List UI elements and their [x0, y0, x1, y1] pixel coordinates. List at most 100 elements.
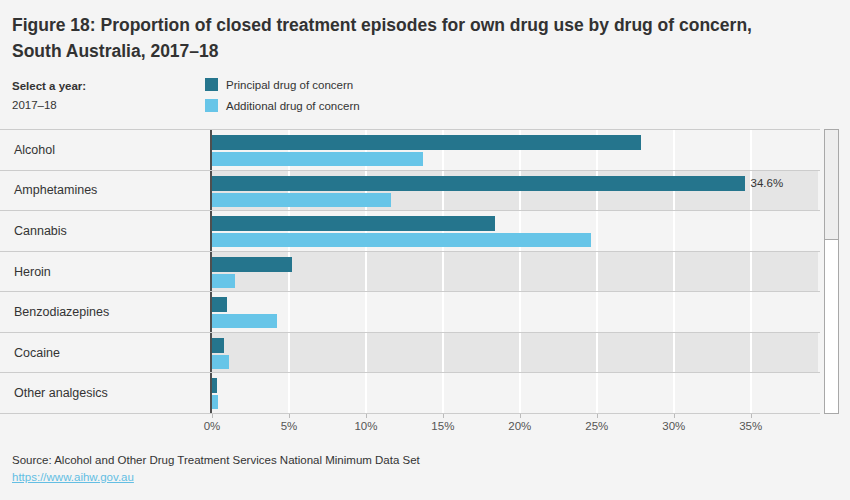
- x-tick-label: 10%: [354, 420, 377, 432]
- gridline: [519, 292, 521, 332]
- gridline: [442, 333, 444, 373]
- plot-band: [210, 333, 818, 373]
- bar-principal-benzodiazepines[interactable]: [212, 297, 227, 312]
- gridline: [750, 211, 752, 251]
- gridline: [750, 333, 752, 373]
- bar-principal-cannabis[interactable]: [212, 216, 495, 231]
- gridline: [365, 292, 367, 332]
- chart-row: Amphetamines34.6%: [0, 170, 820, 211]
- x-tick-mark: [443, 414, 444, 418]
- gridline: [442, 252, 444, 292]
- gridline: [365, 252, 367, 292]
- x-tick-mark: [674, 414, 675, 418]
- x-tick-label: 0%: [204, 420, 221, 432]
- category-label: Amphetamines: [0, 171, 210, 211]
- gridline: [750, 252, 752, 292]
- gridline: [750, 373, 752, 413]
- x-tick-label: 30%: [662, 420, 685, 432]
- gridline: [288, 292, 290, 332]
- legend-label: Principal drug of concern: [226, 79, 353, 91]
- legend-item-principal[interactable]: Principal drug of concern: [205, 78, 360, 91]
- plot-band: [210, 130, 818, 170]
- gridline: [673, 373, 675, 413]
- gridline: [288, 373, 290, 413]
- bar-additional-cannabis[interactable]: [212, 233, 591, 247]
- chart-row: Cannabis: [0, 210, 820, 251]
- scrollbar-thumb[interactable]: [825, 130, 838, 240]
- x-axis: 0% 5% 10% 15% 20% 25% 30% 35%: [0, 414, 850, 438]
- x-tick-mark: [212, 414, 213, 418]
- year-select-value[interactable]: 2017–18: [12, 96, 205, 115]
- x-tick-label: 15%: [431, 420, 454, 432]
- chart-area: AlcoholAmphetamines34.6%CannabisHeroinBe…: [0, 129, 850, 414]
- gridline: [442, 292, 444, 332]
- bar-additional-heroin[interactable]: [212, 274, 235, 288]
- page-title: Figure 18: Proportion of closed treatmen…: [0, 0, 820, 64]
- category-label: Alcohol: [0, 130, 210, 170]
- gridline: [673, 292, 675, 332]
- legend-item-additional[interactable]: Additional drug of concern: [205, 99, 360, 112]
- chart-row: Benzodiazepines: [0, 291, 820, 332]
- chart-row: Heroin: [0, 251, 820, 292]
- gridline: [673, 130, 675, 170]
- gridline: [365, 333, 367, 373]
- vertical-scrollbar[interactable]: [824, 129, 839, 414]
- gridline: [519, 333, 521, 373]
- gridline: [750, 130, 752, 170]
- x-tick-mark: [597, 414, 598, 418]
- bar-additional-amphetamines[interactable]: [212, 193, 391, 207]
- additional-swatch-icon: [205, 99, 218, 112]
- category-label: Heroin: [0, 252, 210, 292]
- bar-principal-alcohol[interactable]: [212, 135, 641, 150]
- bar-chart: AlcoholAmphetamines34.6%CannabisHeroinBe…: [0, 129, 820, 414]
- bar-additional-other-analgesics[interactable]: [212, 395, 218, 409]
- year-select-label: Select a year:: [12, 77, 205, 96]
- gridline: [519, 252, 521, 292]
- plot-band: 34.6%: [210, 171, 818, 211]
- x-tick-label: 5%: [281, 420, 298, 432]
- footer: Source: Alcohol and Other Drug Treatment…: [12, 452, 850, 486]
- gridline: [596, 333, 598, 373]
- bar-principal-cocaine[interactable]: [212, 338, 224, 353]
- gridline: [596, 373, 598, 413]
- x-tick-mark: [366, 414, 367, 418]
- legend: Principal drug of concern Additional dru…: [205, 77, 360, 112]
- bar-principal-heroin[interactable]: [212, 257, 292, 272]
- gridline: [673, 252, 675, 292]
- gridline: [442, 373, 444, 413]
- gridline: [596, 211, 598, 251]
- legend-label: Additional drug of concern: [226, 100, 360, 112]
- bar-principal-other-analgesics[interactable]: [212, 378, 217, 393]
- category-label: Benzodiazepines: [0, 292, 210, 332]
- x-tick-mark: [751, 414, 752, 418]
- year-select[interactable]: Select a year: 2017–18: [12, 77, 205, 115]
- principal-swatch-icon: [205, 78, 218, 91]
- x-tick-mark: [520, 414, 521, 418]
- plot-band: [210, 373, 818, 413]
- controls-row: Select a year: 2017–18 Principal drug of…: [12, 77, 850, 115]
- source-text: Source: Alcohol and Other Drug Treatment…: [12, 452, 850, 469]
- x-tick-mark: [289, 414, 290, 418]
- category-label: Cannabis: [0, 211, 210, 251]
- x-tick-label: 35%: [739, 420, 762, 432]
- gridline: [673, 211, 675, 251]
- bar-additional-benzodiazepines[interactable]: [212, 314, 277, 328]
- category-label: Other analgesics: [0, 373, 210, 413]
- chart-row: Cocaine: [0, 332, 820, 373]
- bar-principal-amphetamines[interactable]: [212, 176, 745, 191]
- gridline: [288, 333, 290, 373]
- gridline: [750, 292, 752, 332]
- chart-row: Other analgesics: [0, 372, 820, 413]
- plot-band: [210, 252, 818, 292]
- x-tick-label: 20%: [508, 420, 531, 432]
- gridline: [596, 252, 598, 292]
- gridline: [365, 373, 367, 413]
- plot-band: [210, 211, 818, 251]
- gridline: [673, 333, 675, 373]
- gridline: [519, 373, 521, 413]
- bar-additional-cocaine[interactable]: [212, 355, 229, 369]
- x-tick-label: 25%: [585, 420, 608, 432]
- chart-row: Alcohol: [0, 130, 820, 170]
- bar-additional-alcohol[interactable]: [212, 152, 423, 166]
- source-link[interactable]: https://www.aihw.gov.au: [12, 471, 134, 483]
